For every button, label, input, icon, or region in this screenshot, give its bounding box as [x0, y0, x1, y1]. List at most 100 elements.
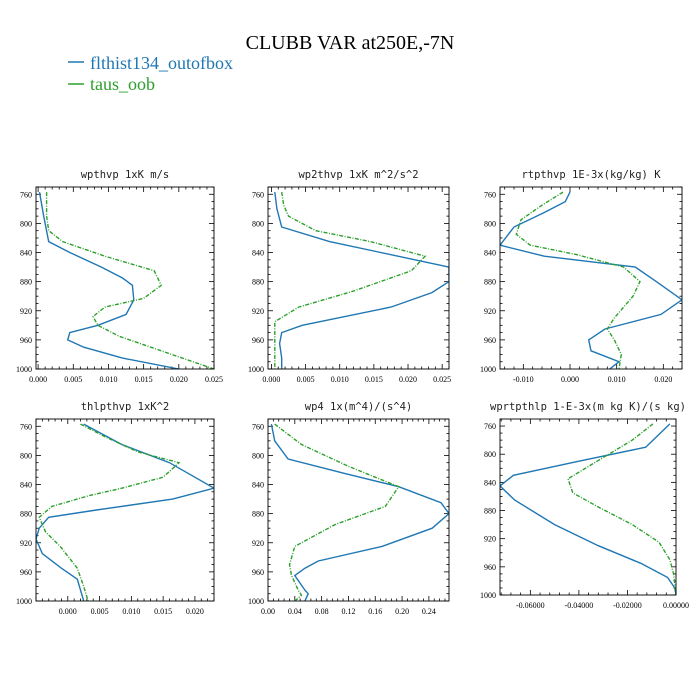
- y-tick-label: 840: [484, 478, 496, 487]
- panel-title: wp2thvp 1xK m^2/s^2: [298, 169, 418, 181]
- y-tick-label: 960: [252, 568, 264, 577]
- y-tick-label: 920: [484, 307, 496, 316]
- x-tick-label: 0.00: [261, 607, 275, 616]
- panel-2: rtpthvp 1E-3x(kg/kg) K 760 800 840 880 920 960…: [480, 169, 683, 384]
- y-tick-label: 760: [252, 190, 264, 199]
- y-tick-label: 840: [252, 249, 264, 258]
- y-tick-label: 880: [484, 278, 496, 287]
- x-tick-label: 0.12: [341, 607, 355, 616]
- panels: wpthvp 1xK m/s76080084088092096010000.00…: [16, 169, 689, 616]
- series-line-0: [36, 423, 214, 601]
- y-tick-label: 1000: [480, 591, 496, 600]
- x-tick-label: 0.16: [368, 607, 382, 616]
- x-tick-label: 0.20: [395, 607, 409, 616]
- plot-frame: [499, 418, 677, 596]
- y-tick-label: 760: [252, 422, 264, 431]
- x-tick-label: -0.02000: [613, 601, 642, 610]
- series-line-1: [274, 423, 400, 601]
- x-tick-label: 0.010: [331, 375, 349, 384]
- y-tick-label: 920: [20, 539, 32, 548]
- y-tick-label: 1000: [480, 365, 496, 374]
- x-tick-label: 0.025: [205, 375, 223, 384]
- series-line-0: [38, 191, 179, 369]
- x-tick-label: 0.000: [59, 607, 77, 616]
- panel-5: wprtpthlp 1-E-3x(m kg K)/(s kg) 760 800 840…: [480, 401, 689, 610]
- y-tick-label: 840: [484, 249, 496, 258]
- legend-label-1: taus_oob: [90, 74, 155, 94]
- x-tick-label: 0.020: [186, 607, 204, 616]
- y-tick-label: 800: [252, 451, 264, 460]
- panel-3: thlpthvp 1xK^2 760 800 840 880 920 960 1000 0.00…: [16, 401, 215, 616]
- y-tick-label: 920: [20, 307, 32, 316]
- plot-frame: [499, 186, 683, 370]
- y-tick-label: 880: [252, 510, 264, 519]
- series-line-0: [274, 192, 449, 369]
- y-tick-label: 760: [484, 190, 496, 199]
- figure-title: CLUBB VAR at250E,-7N: [246, 32, 455, 54]
- panel-title: thlpthvp 1xK^2: [81, 401, 170, 413]
- y-tick-label: 1000: [16, 597, 32, 606]
- x-tick-label: -0.06000: [516, 601, 545, 610]
- series-line-0: [500, 191, 682, 369]
- y-tick-label: 800: [20, 451, 32, 460]
- plot-frame: [267, 418, 450, 602]
- x-tick-label: 0.005: [64, 375, 82, 384]
- y-tick-label: 920: [484, 535, 496, 544]
- x-tick-label: 0.015: [154, 607, 172, 616]
- x-tick-label: -0.010: [513, 375, 534, 384]
- plot-frame: [267, 186, 450, 370]
- x-tick-label: 0.010: [99, 375, 117, 384]
- y-tick-label: 760: [20, 422, 32, 431]
- panel-title: rtpthvp 1E-3x(kg/kg) K: [521, 169, 661, 181]
- x-tick-label: 0.08: [315, 607, 329, 616]
- y-tick-label: 880: [20, 278, 32, 287]
- x-tick-label: 0.020: [170, 375, 188, 384]
- y-tick-label: 960: [252, 336, 264, 345]
- y-tick-label: 840: [20, 481, 32, 490]
- x-tick-label: 0.015: [135, 375, 153, 384]
- y-tick-label: 960: [20, 568, 32, 577]
- series-line-0: [270, 423, 449, 601]
- x-tick-label: 0.020: [654, 375, 672, 384]
- plot-frame: [35, 418, 215, 602]
- y-tick-label: 1000: [16, 365, 32, 374]
- x-tick-label: 0.020: [399, 375, 417, 384]
- y-tick-label: 920: [252, 307, 264, 316]
- plot-frame: [35, 186, 215, 370]
- x-tick-label: 0.025: [433, 375, 451, 384]
- x-tick-label: 0.005: [297, 375, 315, 384]
- y-tick-label: 800: [252, 219, 264, 228]
- x-tick-label: 0.00000: [663, 601, 689, 610]
- x-tick-label: 0.010: [122, 607, 140, 616]
- y-tick-label: 880: [252, 278, 264, 287]
- series-line-1: [515, 191, 641, 369]
- y-tick-label: 760: [20, 190, 32, 199]
- series-line-0: [500, 423, 676, 595]
- series-line-1: [38, 423, 181, 601]
- y-tick-label: 920: [252, 539, 264, 548]
- y-tick-label: 1000: [248, 365, 264, 374]
- series-line-1: [567, 423, 676, 595]
- y-tick-label: 880: [484, 507, 496, 516]
- y-tick-label: 880: [20, 510, 32, 519]
- series-line-1: [45, 192, 214, 369]
- x-tick-label: 0.010: [608, 375, 626, 384]
- x-tick-label: 0.000: [561, 375, 579, 384]
- y-tick-label: 960: [484, 563, 496, 572]
- panel-title: wpthvp 1xK m/s: [81, 169, 170, 181]
- y-tick-label: 760: [484, 422, 496, 431]
- panel-1: wp2thvp 1xK m^2/s^2 760 800 840 880 920 960 100…: [248, 169, 451, 384]
- x-tick-label: -0.04000: [565, 601, 594, 610]
- x-tick-label: 0.04: [288, 607, 302, 616]
- y-tick-label: 960: [484, 336, 496, 345]
- y-tick-label: 960: [20, 336, 32, 345]
- y-tick-label: 1000: [248, 597, 264, 606]
- y-tick-label: 800: [20, 219, 32, 228]
- x-tick-label: 0.24: [422, 607, 436, 616]
- y-tick-label: 840: [20, 249, 32, 258]
- panel-title: wprtpthlp 1-E-3x(m kg K)/(s kg): [490, 401, 686, 413]
- legend: flthist134_outofbox taus_oob: [68, 53, 233, 94]
- legend-label-0: flthist134_outofbox: [90, 53, 233, 73]
- series-line-1: [274, 191, 427, 369]
